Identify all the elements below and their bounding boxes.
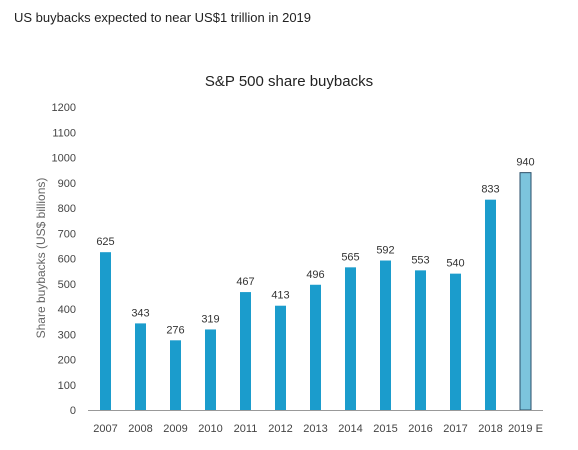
y-tick-label: 1000 — [52, 153, 76, 165]
y-axis-label: Share buybacks (US$ billions) — [34, 178, 48, 339]
x-tick-label: 2008 — [128, 423, 152, 435]
chart-title: S&P 500 share buybacks — [204, 73, 374, 90]
bar — [170, 340, 181, 410]
page-headline: US buybacks expected to near US$1 trilli… — [14, 10, 312, 25]
x-tick-label: 2009 — [163, 423, 187, 435]
y-tick-label: 900 — [58, 178, 76, 190]
x-tick-label: 2015 — [373, 423, 397, 435]
data-label: 540 — [446, 258, 464, 270]
y-tick-label: 100 — [58, 380, 76, 392]
x-tick-label: 2018 — [478, 423, 502, 435]
y-tick-label: 400 — [58, 304, 76, 316]
bar — [345, 267, 356, 410]
x-tick-label: 2019 E — [508, 423, 543, 435]
data-label: 276 — [166, 324, 184, 336]
bar — [310, 284, 321, 410]
y-tick-label: 0 — [70, 405, 76, 417]
data-label: 413 — [271, 290, 289, 302]
bar — [100, 252, 111, 410]
data-label: 592 — [376, 245, 394, 257]
x-tick-label: 2017 — [443, 423, 467, 435]
data-label: 319 — [201, 313, 219, 325]
x-tick-label: 2013 — [303, 423, 327, 435]
bar — [415, 270, 426, 410]
x-tick-label: 2012 — [268, 423, 292, 435]
x-tick-label: 2007 — [93, 423, 117, 435]
y-tick-label: 200 — [58, 355, 76, 367]
data-label: 565 — [341, 251, 359, 263]
y-tick-label: 600 — [58, 254, 76, 266]
x-tick-label: 2010 — [198, 423, 222, 435]
data-label: 940 — [516, 157, 534, 169]
y-tick-label: 300 — [58, 329, 76, 341]
data-label: 625 — [96, 236, 114, 248]
y-tick-label: 800 — [58, 203, 76, 215]
data-label: 467 — [236, 276, 254, 288]
bar — [240, 292, 251, 410]
y-tick-label: 1200 — [52, 102, 76, 114]
bar — [485, 199, 496, 410]
data-label: 496 — [306, 269, 324, 281]
y-tick-label: 1100 — [52, 127, 76, 139]
y-tick-label: 500 — [58, 279, 76, 291]
data-label: 343 — [131, 307, 149, 319]
bar — [450, 273, 461, 410]
x-tick-label: 2016 — [408, 423, 432, 435]
bar — [205, 329, 216, 410]
bar — [380, 260, 391, 410]
x-tick-label: 2011 — [234, 423, 258, 435]
bar — [275, 305, 286, 410]
y-tick-label: 700 — [58, 228, 76, 240]
data-label: 833 — [481, 184, 499, 196]
bar-estimate — [519, 172, 532, 411]
data-label: 553 — [411, 254, 429, 266]
x-tick-label: 2014 — [338, 423, 362, 435]
bar — [135, 323, 146, 410]
